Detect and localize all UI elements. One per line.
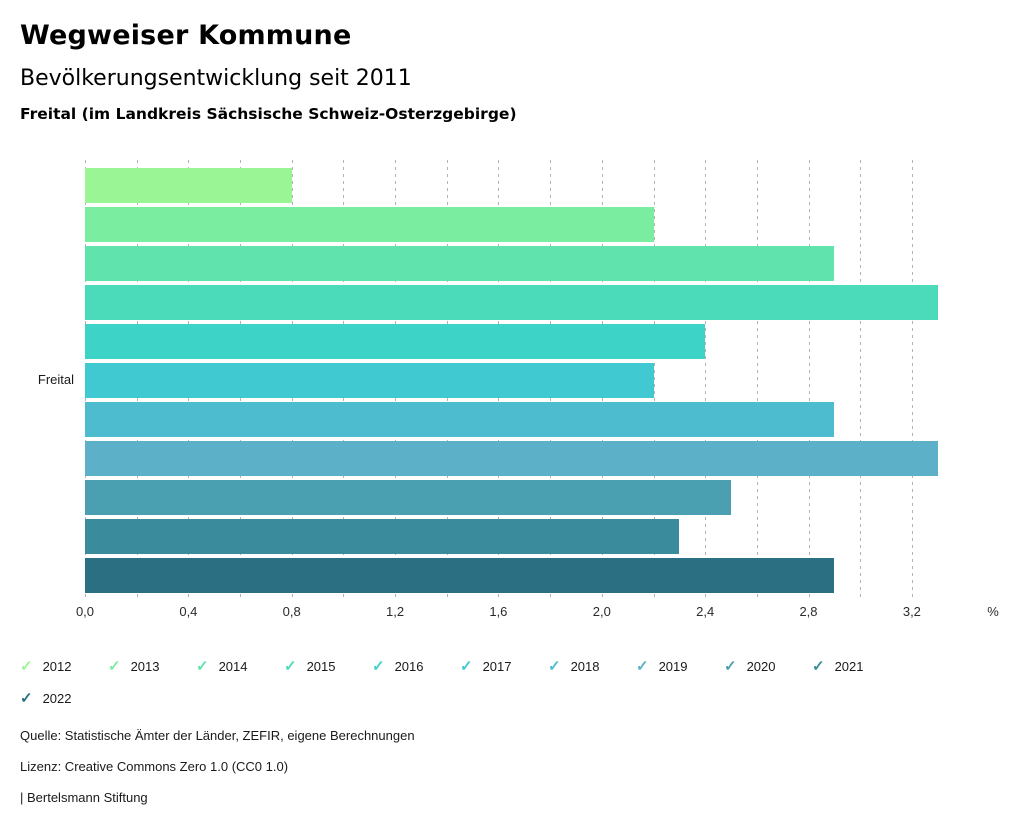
bar-2012[interactable]: [85, 168, 292, 203]
legend-label: 2014: [218, 658, 248, 674]
legend-item-2016[interactable]: ✓ 2016: [372, 656, 460, 676]
legend-item-2012[interactable]: ✓ 2012: [20, 656, 108, 676]
bar-2020[interactable]: [85, 480, 731, 515]
check-icon: ✓: [460, 657, 473, 675]
legend-label: 2020: [746, 658, 776, 674]
legend-item-2013[interactable]: ✓ 2013: [108, 656, 196, 676]
bar-2015[interactable]: [85, 285, 938, 320]
x-axis: 0,0 0,4 0,8 1,2 1,6 2,0 2,4 2,8 3,2%: [76, 604, 1005, 622]
legend-item-2019[interactable]: ✓ 2019: [636, 656, 724, 676]
gridline: [705, 160, 707, 600]
x-tick-label: 2,4: [696, 604, 715, 619]
check-icon: ✓: [548, 657, 561, 675]
gridline: [911, 160, 913, 600]
legend-item-2017[interactable]: ✓ 2017: [460, 656, 548, 676]
legend-item-2014[interactable]: ✓ 2014: [196, 656, 284, 676]
bar-2019[interactable]: [85, 441, 938, 476]
legend-label: 2012: [42, 658, 72, 674]
bar-2014[interactable]: [85, 246, 835, 281]
legend-label: 2021: [834, 658, 864, 674]
chart-region-subtitle: Freital (im Landkreis Sächsische Schweiz…: [20, 105, 517, 123]
gridline: [808, 160, 810, 600]
x-tick-label: 0,0: [75, 604, 95, 619]
gridline: [653, 160, 655, 600]
check-icon: ✓: [20, 689, 33, 707]
legend-item-2022[interactable]: ✓ 2022: [20, 688, 108, 708]
bar-2013[interactable]: [85, 207, 654, 242]
x-tick-label: 0,8: [282, 604, 301, 619]
bar-2021[interactable]: [85, 519, 680, 554]
x-tick-label: 2,8: [799, 604, 818, 619]
legend-label: 2015: [306, 658, 336, 674]
plot-area: [85, 160, 963, 600]
check-icon: ✓: [108, 657, 121, 675]
footer: Quelle: Statistische Ämter der Länder, Z…: [20, 729, 415, 822]
check-icon: ✓: [196, 657, 209, 675]
legend-label: 2013: [130, 658, 160, 674]
legend-item-2018[interactable]: ✓ 2018: [548, 656, 636, 676]
y-axis-category-label: Freital: [37, 372, 74, 387]
gridline: [756, 160, 758, 600]
legend-item-2020[interactable]: ✓ 2020: [724, 656, 812, 676]
check-icon: ✓: [636, 657, 649, 675]
x-tick-label: 1,6: [489, 604, 508, 619]
check-icon: ✓: [812, 657, 825, 675]
legend-label: 2018: [570, 658, 600, 674]
page-title: Wegweiser Kommune: [20, 20, 352, 51]
gridline: [860, 160, 862, 600]
bar-2022[interactable]: [85, 558, 835, 593]
x-tick-label: 2,0: [592, 604, 611, 619]
legend-label: 2016: [394, 658, 424, 674]
legend: ✓ 2012 ✓ 2013 ✓ 2014 ✓ 2015 ✓ 2016 ✓ 2017 ✓ 2018 ✓ 2019…: [20, 656, 925, 720]
bar-2017[interactable]: [85, 363, 654, 398]
legend-item-2021[interactable]: ✓ 2021: [812, 656, 900, 676]
attribution-note: | Bertelsmann Stiftung: [20, 790, 148, 805]
bar-2016[interactable]: [85, 324, 706, 359]
legend-label: 2017: [482, 658, 512, 674]
check-icon: ✓: [724, 657, 737, 675]
source-note: Quelle: Statistische Ämter der Länder, Z…: [20, 728, 415, 743]
legend-label: 2019: [658, 658, 688, 674]
check-icon: ✓: [284, 657, 297, 675]
legend-label: 2022: [42, 690, 72, 706]
legend-item-2015[interactable]: ✓ 2015: [284, 656, 372, 676]
check-icon: ✓: [20, 657, 33, 675]
chart-title: Bevölkerungsentwicklung seit 2011: [20, 66, 412, 91]
license-note: Lizenz: Creative Commons Zero 1.0 (CC0 1…: [20, 759, 289, 774]
x-tick-label: 0,4: [179, 604, 198, 619]
bar-2018[interactable]: [85, 402, 835, 437]
x-axis-unit-label: %: [987, 604, 999, 619]
check-icon: ✓: [372, 657, 385, 675]
x-tick-label: 1,2: [386, 604, 405, 619]
x-tick-label: 3,2: [902, 604, 921, 619]
